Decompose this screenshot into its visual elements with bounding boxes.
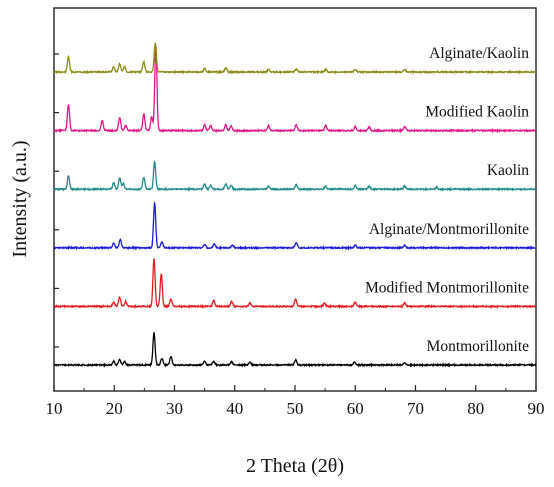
- series-line-0: [53, 332, 537, 368]
- x-tick-label-7: 80: [467, 399, 484, 418]
- x-tick-label-4: 50: [287, 399, 304, 418]
- series-label-2: Alginate/Montmorillonite: [369, 221, 529, 238]
- x-axis-title: 2 Theta (2θ): [246, 455, 344, 477]
- series-line-4: [53, 46, 537, 134]
- x-tick-label-0: 10: [46, 399, 63, 418]
- x-tick-label-2: 30: [166, 399, 183, 418]
- x-tick-label-3: 40: [226, 399, 243, 418]
- series-labels: Montmorillonite Modified Montmorillonite A…: [365, 45, 529, 355]
- y-axis-ticks: [54, 53, 59, 348]
- traces: [53, 42, 537, 368]
- series-label-0: Montmorillonite: [427, 338, 530, 355]
- y-axis-title: Intensity (a.u.): [9, 140, 31, 257]
- series-label-5: Alginate/Kaolin: [429, 45, 529, 62]
- x-tick-label-1: 20: [106, 399, 123, 418]
- series-line-1: [53, 257, 537, 310]
- series-line-3: [53, 160, 537, 192]
- series-label-1: Modified Montmorillonite: [365, 279, 529, 296]
- series-line-5: [53, 42, 537, 75]
- series-label-4: Modified Kaolin: [425, 104, 529, 121]
- series-line-2: [53, 201, 537, 251]
- x-tick-label-6: 70: [407, 399, 424, 418]
- x-tick-label-8: 90: [528, 399, 545, 418]
- x-tick-label-5: 60: [347, 399, 364, 418]
- plot-area: [53, 7, 537, 392]
- series-label-3: Kaolin: [487, 162, 529, 179]
- x-axis-ticks: 10 20 30 40 50 60 70 80 90: [46, 385, 545, 418]
